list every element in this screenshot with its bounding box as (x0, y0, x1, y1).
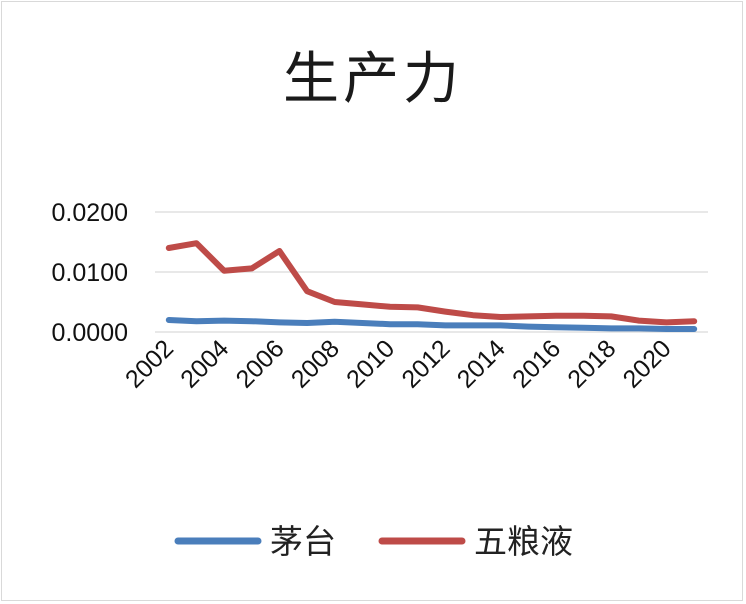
y-tick-label: 0.0200 (52, 199, 128, 227)
x-tick-label: 2012 (396, 334, 455, 393)
x-tick-label: 2014 (452, 334, 511, 393)
legend-label-2: 五粮液 (474, 522, 573, 561)
gridlines (155, 211, 708, 333)
y-tick-label: 0.0000 (52, 319, 128, 347)
x-tick-label: 2020 (618, 334, 677, 393)
y-tick-label: 0.0100 (52, 259, 128, 287)
x-tick-label: 2002 (120, 334, 179, 393)
x-tick-label: 2006 (231, 334, 290, 393)
x-tick-label: 2010 (341, 334, 400, 393)
x-tick-label: 2018 (562, 334, 621, 393)
x-tick-label: 2004 (175, 334, 234, 393)
chart-title: 生产力 (283, 47, 463, 112)
series-lines (165, 240, 698, 332)
x-tick-label: 2016 (507, 334, 566, 393)
legend-label-1: 茅台 (270, 522, 336, 561)
series-line-1 (165, 317, 698, 332)
legend: 茅台 五粮液 (174, 522, 573, 561)
y-tick-labels: 0.0000 0.0100 0.0200 (52, 199, 128, 347)
x-tick-label: 2008 (286, 334, 345, 393)
series-line-2 (165, 240, 698, 326)
